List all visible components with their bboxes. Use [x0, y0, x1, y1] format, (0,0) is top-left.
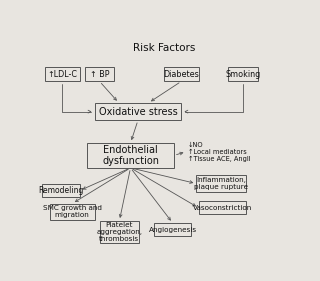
Text: Platelet
aggregation,
thrombosis: Platelet aggregation, thrombosis	[96, 222, 142, 242]
Text: ↑ BP: ↑ BP	[90, 70, 109, 79]
Text: Remodeling: Remodeling	[38, 186, 84, 195]
Text: Diabetes: Diabetes	[164, 70, 199, 79]
FancyBboxPatch shape	[100, 221, 139, 243]
FancyBboxPatch shape	[196, 175, 246, 192]
FancyBboxPatch shape	[228, 67, 258, 81]
FancyBboxPatch shape	[45, 67, 80, 81]
FancyBboxPatch shape	[199, 201, 246, 214]
FancyBboxPatch shape	[164, 67, 199, 81]
FancyBboxPatch shape	[87, 143, 174, 168]
Text: Smoking: Smoking	[226, 70, 261, 79]
FancyBboxPatch shape	[84, 67, 115, 81]
FancyBboxPatch shape	[43, 184, 80, 197]
Text: Endothelial
dysfunction: Endothelial dysfunction	[102, 145, 159, 166]
FancyBboxPatch shape	[154, 223, 191, 236]
Text: SMC growth and
migration: SMC growth and migration	[43, 205, 102, 218]
Text: Oxidative stress: Oxidative stress	[99, 106, 177, 117]
Text: ↑LDL-C: ↑LDL-C	[47, 70, 77, 79]
Text: ↓NO
↑Local mediators
↑Tissue ACE, AngII: ↓NO ↑Local mediators ↑Tissue ACE, AngII	[188, 142, 250, 162]
Text: Vasoconstriction: Vasoconstriction	[193, 205, 252, 211]
FancyBboxPatch shape	[50, 203, 95, 220]
FancyBboxPatch shape	[95, 103, 181, 120]
Text: Risk Factors: Risk Factors	[133, 43, 195, 53]
Text: Angiogenesis: Angiogenesis	[148, 226, 197, 233]
Text: Inflammation,
plaque rupture: Inflammation, plaque rupture	[194, 177, 248, 190]
